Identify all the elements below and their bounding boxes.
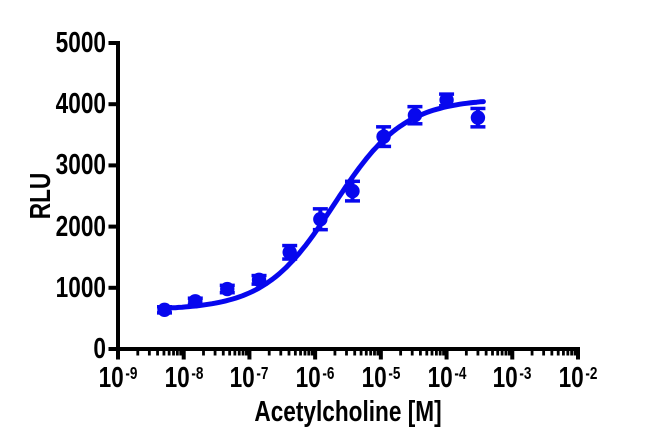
data-point-marker [188, 294, 203, 309]
data-point-marker [439, 92, 454, 108]
y-tick-label: 3000 [55, 149, 106, 182]
data-point-marker [407, 108, 423, 123]
x-tick-exponent: -4 [453, 363, 466, 383]
data-point-marker [282, 245, 297, 260]
x-tick-label: 10-2 [558, 362, 598, 394]
x-tick-label: 10-5 [361, 362, 401, 394]
data-point-marker [345, 183, 360, 199]
y-tick-label: 4000 [55, 88, 106, 121]
data-point-marker [157, 302, 172, 318]
x-tick-label: 10-7 [230, 362, 269, 394]
x-tick-exponent: -2 [585, 363, 598, 383]
data-point-marker [313, 212, 328, 227]
x-tick-label: 10-6 [295, 362, 335, 394]
x-tick-exponent: -8 [191, 363, 204, 383]
x-tick-exponent: -5 [388, 363, 401, 383]
x-tick-label: 10-4 [427, 362, 466, 394]
data-point-marker [470, 110, 486, 125]
y-tick-label: 5000 [55, 27, 106, 59]
y-tick-label: 1000 [55, 271, 106, 304]
x-tick-exponent: -6 [322, 363, 335, 383]
x-tick-label: 10-9 [98, 362, 138, 394]
x-tick-exponent: -7 [256, 363, 269, 383]
x-tick-label: 10-3 [492, 362, 532, 394]
x-tick-label: 10-8 [164, 362, 204, 394]
x-axis-title: Acetylcholine [M] [254, 396, 442, 428]
x-tick-exponent: -3 [519, 363, 532, 383]
y-tick-label: 0 [93, 333, 106, 365]
y-tick-label: 2000 [55, 210, 106, 243]
data-point-marker [251, 272, 267, 288]
x-tick-exponent: -9 [125, 363, 138, 383]
data-point-marker [220, 281, 235, 297]
data-point-marker [376, 129, 391, 144]
